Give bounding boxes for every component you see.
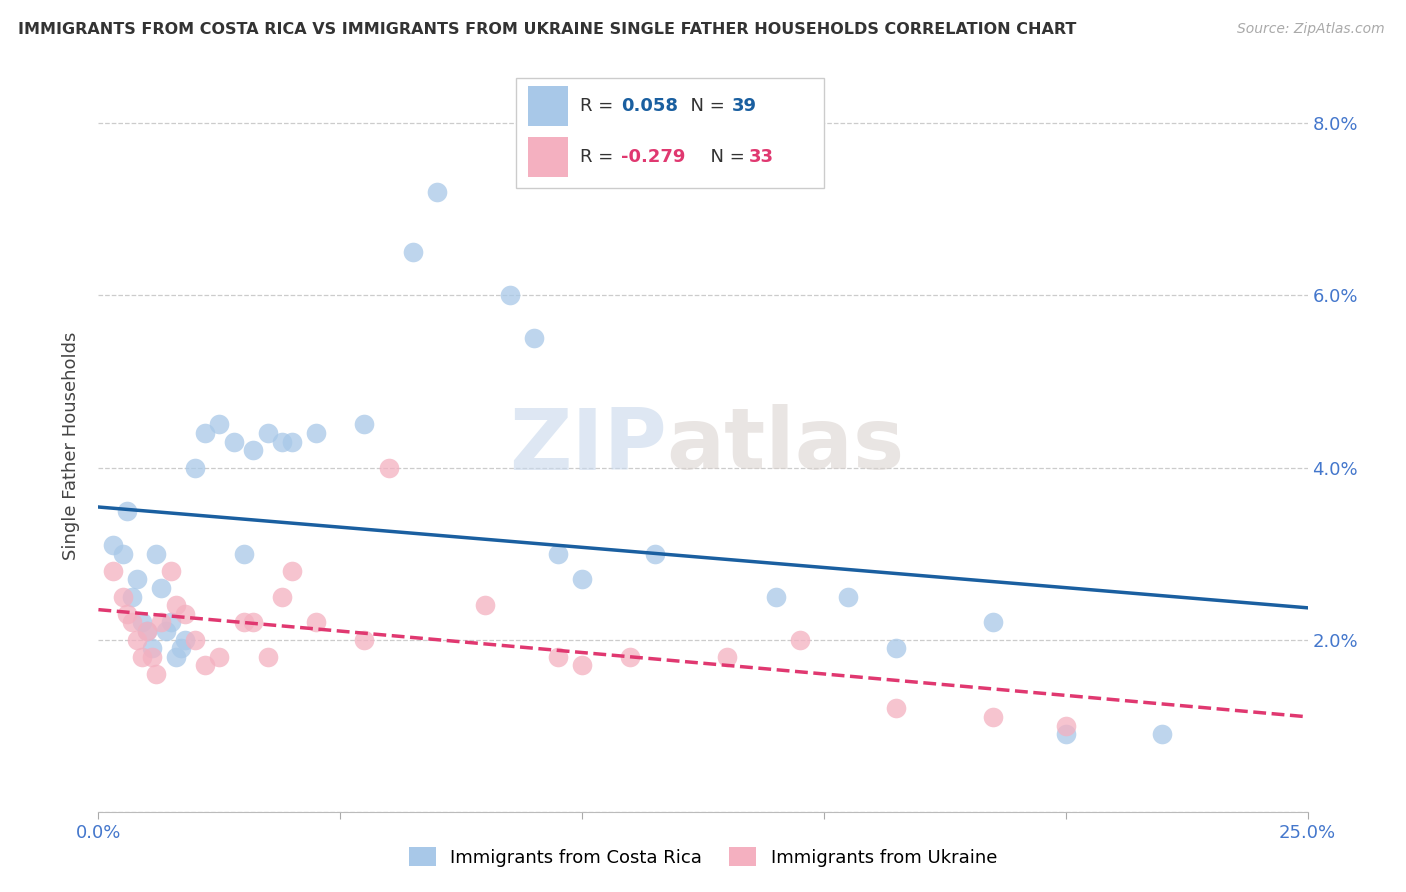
Text: Source: ZipAtlas.com: Source: ZipAtlas.com — [1237, 22, 1385, 37]
Point — [981, 710, 1004, 724]
Point — [377, 460, 399, 475]
Point — [150, 615, 173, 630]
Point — [117, 607, 139, 621]
Point — [117, 503, 139, 517]
Point — [305, 426, 328, 441]
Point — [271, 590, 294, 604]
Point — [1054, 727, 1077, 741]
Point — [426, 185, 449, 199]
Point — [174, 632, 197, 647]
Point — [160, 564, 183, 578]
Point — [256, 426, 278, 441]
Point — [232, 615, 254, 630]
Point — [127, 573, 149, 587]
Point — [281, 564, 304, 578]
Point — [150, 581, 173, 595]
Text: atlas: atlas — [666, 404, 905, 488]
Point — [256, 649, 278, 664]
Point — [402, 245, 425, 260]
Point — [1152, 727, 1174, 741]
Point — [271, 434, 294, 449]
Point — [127, 632, 149, 647]
Point — [145, 547, 167, 561]
Point — [571, 658, 593, 673]
Point — [886, 701, 908, 715]
Point — [547, 649, 569, 664]
Point — [111, 547, 134, 561]
Text: 33: 33 — [749, 148, 773, 166]
Point — [232, 547, 254, 561]
Point — [121, 615, 143, 630]
Point — [101, 564, 124, 578]
Point — [145, 667, 167, 681]
Point — [353, 417, 375, 432]
Point — [716, 649, 738, 664]
Point — [523, 331, 546, 345]
Bar — [527, 86, 568, 126]
Point — [174, 607, 197, 621]
Point — [242, 443, 264, 458]
Point — [194, 426, 217, 441]
Point — [547, 547, 569, 561]
Point — [789, 632, 811, 647]
Point — [135, 624, 157, 638]
Point — [644, 547, 666, 561]
Point — [208, 649, 231, 664]
Text: 39: 39 — [733, 97, 756, 115]
Point — [131, 649, 153, 664]
Point — [184, 460, 207, 475]
Point — [165, 598, 187, 612]
Text: R =: R = — [579, 97, 624, 115]
Point — [242, 615, 264, 630]
Point — [571, 573, 593, 587]
Text: N =: N = — [699, 148, 751, 166]
Y-axis label: Single Father Households: Single Father Households — [62, 332, 80, 560]
Point — [194, 658, 217, 673]
Text: R =: R = — [579, 148, 619, 166]
Point — [155, 624, 177, 638]
Point — [141, 641, 163, 656]
Point — [765, 590, 787, 604]
Point — [131, 615, 153, 630]
Point — [498, 288, 520, 302]
Point — [184, 632, 207, 647]
Point — [141, 649, 163, 664]
Point — [160, 615, 183, 630]
Point — [1054, 719, 1077, 733]
Point — [208, 417, 231, 432]
Legend: Immigrants from Costa Rica, Immigrants from Ukraine: Immigrants from Costa Rica, Immigrants f… — [402, 840, 1004, 874]
Point — [111, 590, 134, 604]
Point — [135, 624, 157, 638]
Point — [281, 434, 304, 449]
Point — [305, 615, 328, 630]
Point — [619, 649, 641, 664]
Point — [474, 598, 496, 612]
Point — [121, 590, 143, 604]
Point — [169, 641, 191, 656]
Text: ZIP: ZIP — [509, 404, 666, 488]
Point — [981, 615, 1004, 630]
Point — [165, 649, 187, 664]
Text: 0.058: 0.058 — [621, 97, 678, 115]
Bar — [527, 137, 568, 178]
Text: -0.279: -0.279 — [621, 148, 685, 166]
Text: IMMIGRANTS FROM COSTA RICA VS IMMIGRANTS FROM UKRAINE SINGLE FATHER HOUSEHOLDS C: IMMIGRANTS FROM COSTA RICA VS IMMIGRANTS… — [18, 22, 1077, 37]
Point — [353, 632, 375, 647]
Point — [222, 434, 245, 449]
Point — [101, 538, 124, 552]
FancyBboxPatch shape — [516, 78, 824, 188]
Point — [837, 590, 859, 604]
Point — [886, 641, 908, 656]
Text: N =: N = — [679, 97, 730, 115]
